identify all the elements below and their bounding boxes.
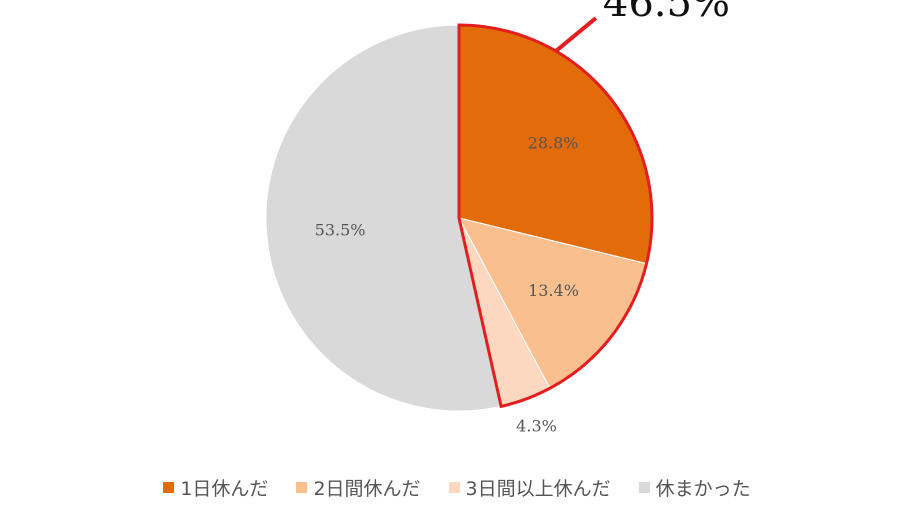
legend-swatch	[163, 482, 175, 493]
pie-slice	[265, 24, 502, 412]
legend-item: 1日休んだ	[163, 474, 268, 501]
highlight-label: 46.5%	[603, 0, 730, 26]
legend-label: 2日間休んだ	[313, 478, 421, 500]
highlight-leader-line	[554, 16, 598, 53]
slice-label: 4.3%	[516, 417, 557, 436]
legend-swatch	[296, 482, 308, 493]
legend-item: 2日間休んだ	[296, 474, 421, 501]
highlight-outline	[457, 23, 654, 409]
legend-label: 3日間以上休んだ	[465, 478, 611, 500]
slice-labels: 28.8% 13.4% 4.3% 53.5%	[315, 134, 579, 436]
legend-label: 1日休んだ	[180, 478, 269, 500]
legend-swatch	[448, 482, 460, 493]
pie-slices	[265, 24, 653, 412]
legend-item: 3日間以上休んだ	[448, 474, 611, 501]
slice-label: 53.5%	[315, 221, 366, 240]
slice-label: 13.4%	[528, 281, 579, 300]
legend-item: 休まかった	[638, 474, 751, 501]
legend-swatch	[638, 482, 650, 493]
legend-label: 休まかった	[655, 478, 751, 500]
legend: 1日休んだ 2日間休んだ 3日間以上休んだ 休まかった	[0, 474, 914, 501]
slice-label: 28.8%	[528, 134, 579, 153]
